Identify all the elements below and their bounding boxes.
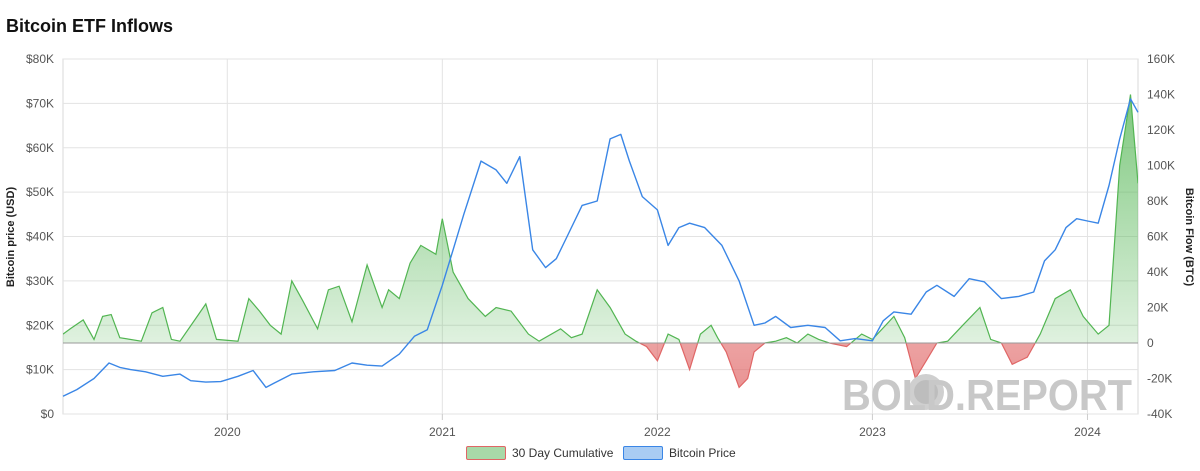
right-tick-label: -20K	[1147, 372, 1172, 386]
chart-title: Bitcoin ETF Inflows	[6, 16, 173, 36]
right-tick-label: 60K	[1147, 230, 1168, 244]
x-tick-label: 2023	[859, 425, 886, 439]
legend-item-price[interactable]: Bitcoin Price	[623, 446, 736, 460]
grid-lines	[62, 58, 1139, 420]
x-tick-label: 2024	[1074, 425, 1101, 439]
legend-label-price: Bitcoin Price	[669, 446, 736, 460]
x-tick-label: 2021	[429, 425, 456, 439]
right-tick-label: 160K	[1147, 52, 1175, 66]
legend: 30 Day Cumulative Bitcoin Price	[0, 446, 1200, 466]
right-tick-label: 80K	[1147, 194, 1168, 208]
x-axis-ticks: 2020 2021 2022 2023 2024	[214, 425, 1101, 439]
legend-label-cumulative: 30 Day Cumulative	[512, 446, 614, 460]
watermark-text: BOLD.REPORT	[842, 371, 1132, 420]
left-tick-label: $50K	[26, 185, 54, 199]
watermark-coin-inner	[914, 380, 938, 404]
left-tick-label: $80K	[26, 52, 54, 66]
right-tick-label: -40K	[1147, 407, 1172, 421]
right-axis-ticks: -40K -20K 0 20K 40K 60K 80K 100K 120K 140K 160K	[1147, 52, 1175, 421]
x-tick-label: 2022	[644, 425, 671, 439]
right-tick-label: 140K	[1147, 88, 1175, 102]
legend-swatch-cumulative	[466, 446, 506, 460]
right-tick-label: 40K	[1147, 265, 1168, 279]
left-tick-label: $30K	[26, 274, 54, 288]
right-tick-label: 20K	[1147, 301, 1168, 315]
left-tick-label: $0	[41, 407, 55, 421]
right-tick-label: 100K	[1147, 159, 1175, 173]
x-tick-label: 2020	[214, 425, 241, 439]
left-tick-label: $70K	[26, 96, 54, 110]
left-axis-ticks: $0 $10K $20K $30K $40K $50K $60K $70K $80K	[26, 52, 54, 421]
legend-item-cumulative[interactable]: 30 Day Cumulative	[466, 446, 613, 460]
left-tick-label: $20K	[26, 318, 54, 332]
watermark: BOLD.REPORT	[842, 371, 1132, 420]
left-axis-title: Bitcoin price (USD)	[5, 187, 17, 288]
flow-line-positive	[63, 94, 1138, 343]
legend-swatch-price	[623, 446, 663, 460]
left-tick-label: $60K	[26, 141, 54, 155]
right-tick-label: 0	[1147, 336, 1154, 350]
flow-area	[63, 94, 1138, 389]
right-axis-title: Bitcoin Flow (BTC)	[1183, 188, 1195, 287]
price-line-path	[62, 98, 1139, 397]
right-tick-label: 120K	[1147, 123, 1175, 137]
price-line	[62, 98, 1139, 397]
left-tick-label: $10K	[26, 363, 54, 377]
left-tick-label: $40K	[26, 230, 54, 244]
